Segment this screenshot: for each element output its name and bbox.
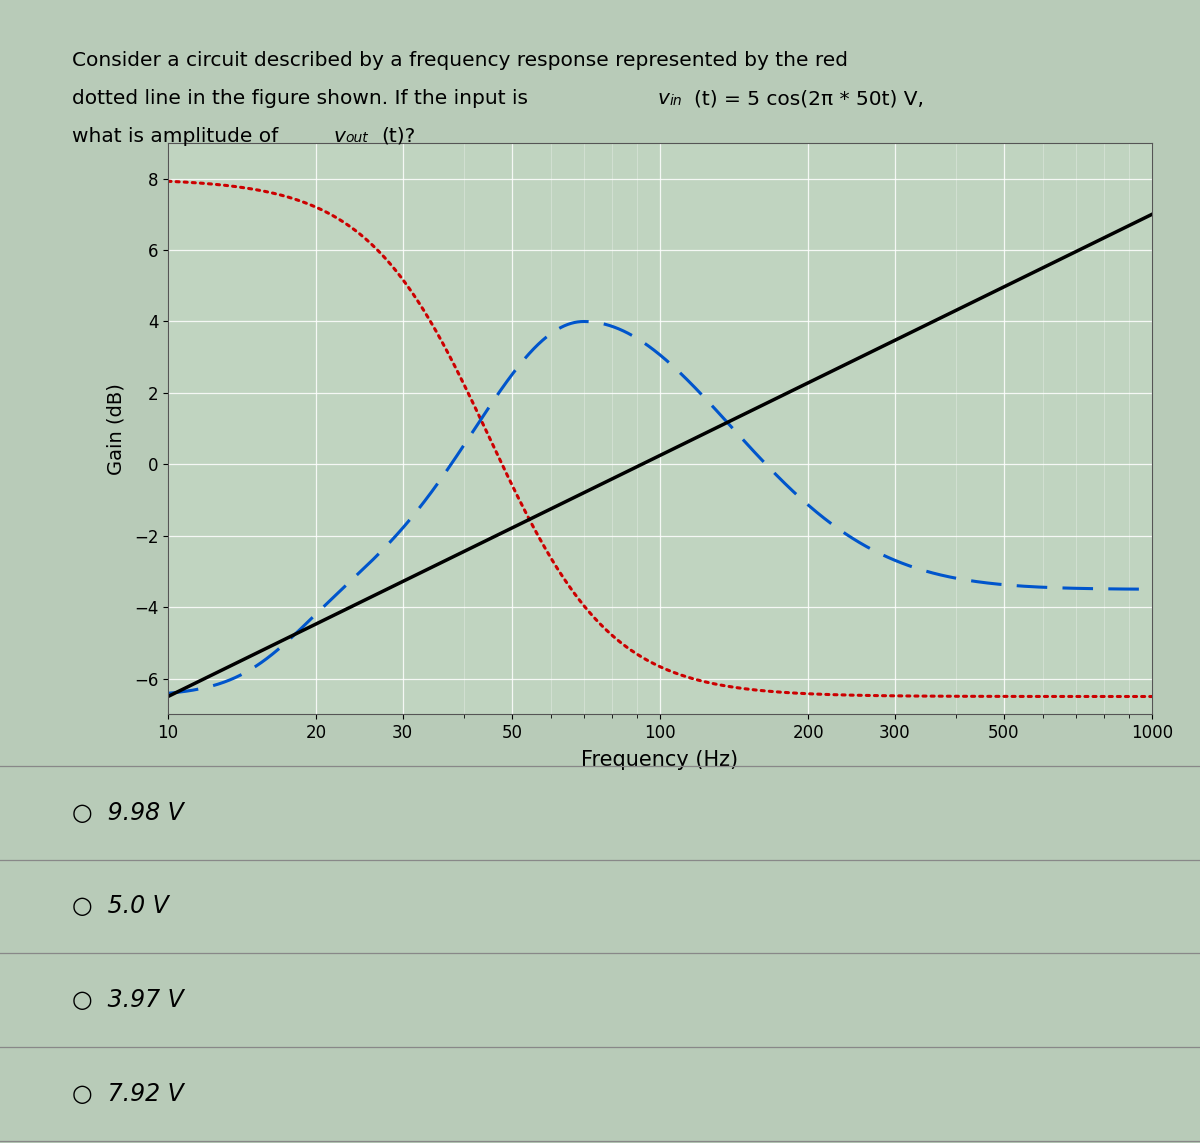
Y-axis label: Gain (dB): Gain (dB) [107, 383, 126, 474]
Text: ○  9.98 V: ○ 9.98 V [72, 801, 184, 824]
Text: v: v [658, 89, 670, 109]
Text: ○  3.97 V: ○ 3.97 V [72, 989, 184, 1012]
Text: v: v [334, 127, 346, 146]
Text: ○  7.92 V: ○ 7.92 V [72, 1082, 184, 1105]
Text: ○  5.0 V: ○ 5.0 V [72, 895, 169, 918]
Text: (t)?: (t)? [382, 127, 416, 146]
Text: what is amplitude of: what is amplitude of [72, 127, 284, 146]
Text: out: out [346, 131, 368, 145]
X-axis label: Frequency (Hz): Frequency (Hz) [582, 751, 738, 770]
Text: Consider a circuit described by a frequency response represented by the red: Consider a circuit described by a freque… [72, 51, 848, 71]
Text: (t) = 5 cos(2π * 50t) V,: (t) = 5 cos(2π * 50t) V, [694, 89, 924, 109]
Text: dotted line in the figure shown. If the input is: dotted line in the figure shown. If the … [72, 89, 534, 109]
Text: in: in [670, 94, 683, 107]
